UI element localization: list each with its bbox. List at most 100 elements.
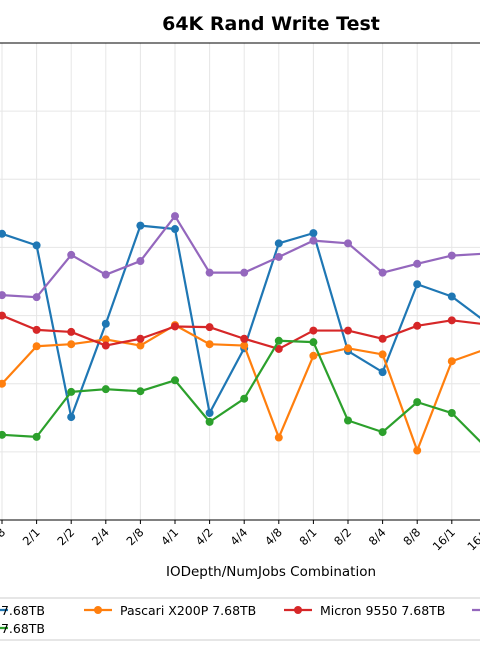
series-lines (0, 212, 480, 455)
data-point (205, 417, 214, 426)
data-point (240, 268, 249, 277)
data-point (205, 268, 214, 277)
data-point (171, 212, 179, 221)
data-point (413, 321, 422, 330)
series-line (1, 314, 480, 351)
data-point (205, 340, 214, 349)
series-4 (0, 336, 480, 443)
x-tick-label: 4/4 (227, 525, 250, 548)
x-tick-label: 16/2 (464, 525, 480, 553)
data-point (274, 239, 283, 248)
legend-label: Micron 9550 7.68TB (320, 603, 445, 618)
x-tick-label: 8/4 (366, 525, 389, 548)
data-point (413, 398, 422, 407)
legend-item: Pascari X200P 7.68TB (84, 603, 256, 618)
data-point (447, 409, 456, 418)
data-point (274, 252, 283, 261)
data-point (67, 387, 76, 396)
data-point (171, 376, 179, 385)
data-point (0, 379, 6, 388)
legend-item (472, 608, 480, 612)
data-point (101, 385, 110, 394)
data-point (413, 259, 422, 268)
legend-item: Micron 9550 7.68TB (284, 603, 445, 618)
data-point (32, 342, 41, 351)
legend-item: …7.68TB (0, 621, 45, 636)
data-point (413, 280, 422, 289)
data-point (274, 336, 283, 345)
data-point (274, 344, 283, 353)
legend-label: Pascari X200P 7.68TB (120, 603, 256, 618)
legend-label: …51 7.68TB (0, 603, 45, 618)
data-point (32, 325, 41, 334)
x-tick-label: 4/8 (262, 525, 285, 548)
data-point (205, 409, 214, 418)
data-point (136, 257, 145, 266)
x-axis-label: IODepth/NumJobs Combination (166, 564, 376, 580)
data-point (32, 432, 41, 441)
data-point (67, 327, 76, 336)
data-point (309, 326, 318, 335)
series-line (1, 214, 480, 299)
data-point (67, 250, 76, 259)
chart-title: 64K Rand Write Test (162, 13, 380, 35)
data-point (67, 340, 76, 349)
series-2 (0, 311, 480, 353)
data-point (136, 334, 145, 343)
x-tick-label: 8/8 (400, 525, 423, 548)
data-point (171, 225, 179, 234)
data-point (309, 236, 318, 245)
x-tick-labels: 1/8 2/1 2/2 2/4 2/8 4/1 4/2 4/4 4/8 8/1 8/2 8/4 8/8 1… (0, 525, 480, 553)
data-point (309, 229, 318, 238)
series-1 (0, 321, 480, 455)
legend-label: …7.68TB (0, 621, 45, 636)
data-point (32, 241, 41, 250)
data-point (205, 323, 214, 332)
legend-marker (94, 606, 102, 614)
x-tick-label: 2/4 (89, 525, 112, 548)
data-point (447, 292, 456, 301)
x-tick-label: 8/2 (331, 525, 354, 548)
data-point (101, 335, 110, 344)
data-point (447, 251, 456, 260)
data-point (0, 229, 6, 238)
data-point (378, 368, 387, 377)
legend-marker (294, 606, 302, 614)
data-point (344, 344, 352, 353)
data-point (378, 334, 387, 343)
series-0 (0, 221, 480, 422)
data-point (136, 387, 145, 396)
data-point (171, 322, 179, 331)
legend-item: …51 7.68TB (0, 603, 45, 618)
series-line (1, 324, 480, 452)
x-tick-label: 8/1 (297, 525, 320, 548)
x-tick-label: 4/1 (158, 525, 181, 548)
data-point (378, 428, 387, 437)
data-point (378, 268, 387, 277)
data-point (447, 357, 456, 366)
data-point (101, 270, 110, 279)
axes (0, 42, 480, 524)
data-point (0, 311, 6, 320)
data-point (0, 430, 6, 439)
data-point (240, 341, 249, 350)
data-point (101, 319, 110, 328)
data-point (378, 350, 387, 359)
data-point (413, 446, 422, 455)
x-tick-label: 2/2 (54, 525, 77, 548)
x-tick-label: 4/2 (193, 525, 216, 548)
data-point (240, 394, 249, 403)
grid (0, 43, 480, 520)
data-point (136, 341, 145, 350)
legend-box (0, 597, 480, 641)
x-tick-label: 16/1 (430, 525, 458, 553)
series-line (1, 224, 480, 419)
data-point (32, 293, 41, 302)
data-point (136, 221, 145, 230)
data-point (101, 341, 110, 350)
data-point (274, 433, 283, 442)
series-line (1, 339, 480, 443)
data-point (0, 291, 6, 300)
data-point (309, 351, 318, 360)
